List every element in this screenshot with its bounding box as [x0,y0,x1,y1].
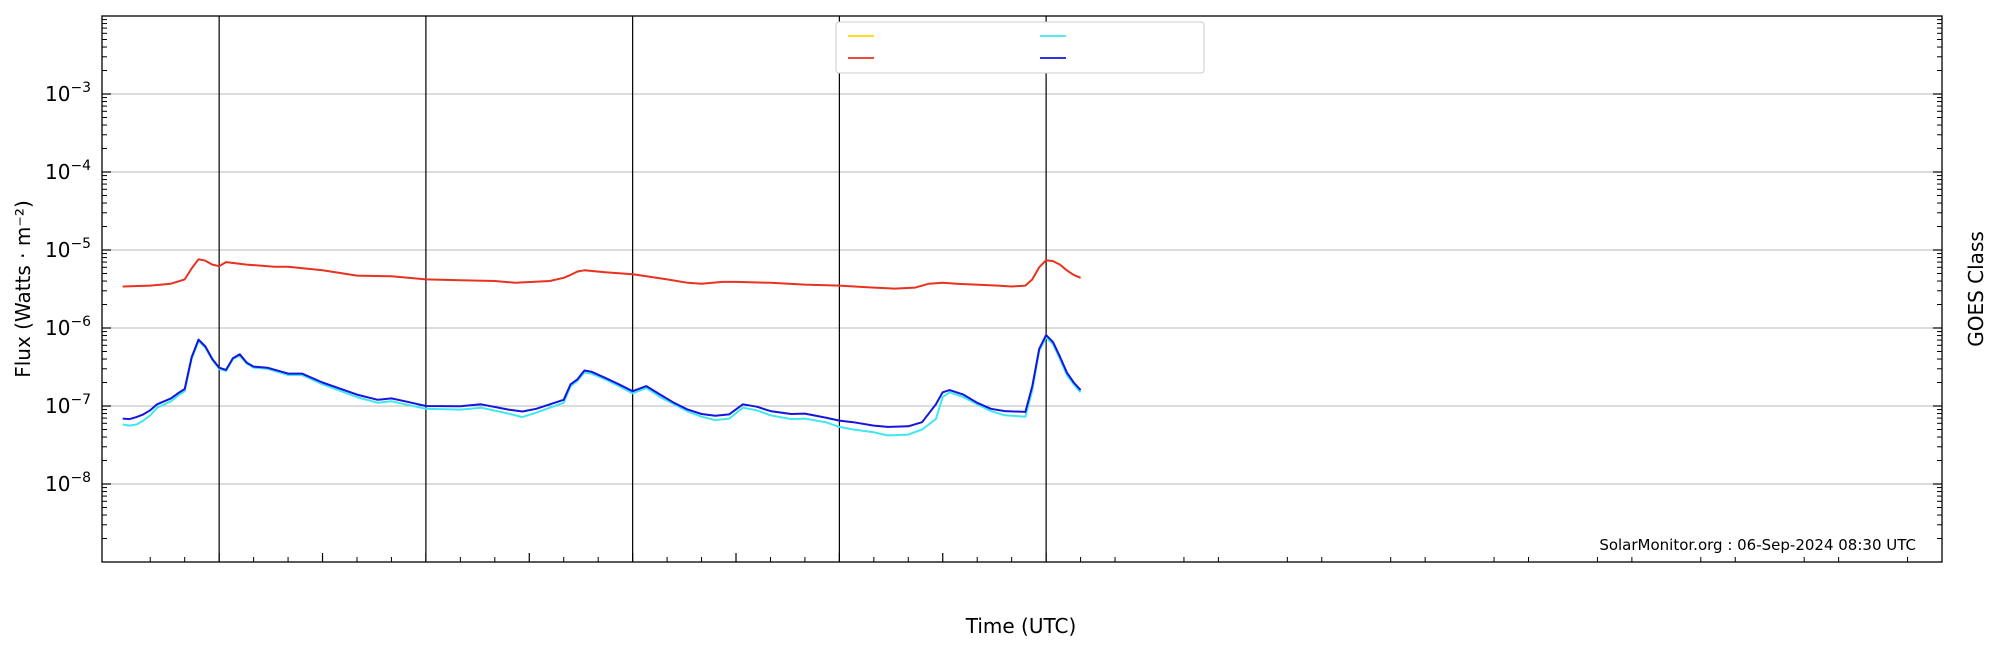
legend [835,21,1205,74]
y-tick-label: 10−4 [45,158,91,184]
y-axis-label: Flux (Watts · m⁻²) [11,200,35,378]
legend-box [835,21,1205,74]
y-tick-base: 10 [45,160,70,184]
x-axis-ticks [149,553,1943,562]
series-line [122,258,1081,290]
y-tick-exponent: −5 [70,236,91,252]
y-tick-exponent: −3 [70,80,91,96]
series-line [122,334,1082,428]
x-axis-label: Time (UTC) [965,614,1077,638]
y2-axis-label: GOES Class [1964,231,1988,347]
y-tick-base: 10 [45,394,70,418]
y-tick-label: 10−5 [45,236,91,262]
y-tick-label: 10−3 [45,80,91,106]
y-tick-base: 10 [45,472,70,496]
y-tick-exponent: −6 [70,314,91,330]
series-line [122,336,1082,437]
grid-lines [102,93,1942,485]
credit-text: SolarMonitor.org : 06-Sep-2024 08:30 UTC [1599,536,1916,554]
y-tick-exponent: −4 [70,158,91,174]
y-tick-exponent: −8 [70,470,91,486]
day-marker-lines [218,16,1047,562]
y-tick-label: 10−6 [45,314,91,340]
plot-area-frame [101,15,1943,563]
y-tick-base: 10 [45,316,70,340]
y-tick-label: 10−8 [45,470,91,496]
y-tick-exponent: −7 [70,392,91,408]
y-tick-base: 10 [45,238,70,262]
y-axis-ticks: 10−810−710−610−510−410−3 [45,19,1942,540]
series-lines [122,258,1082,437]
y-tick-label: 10−7 [45,392,91,418]
y-tick-base: 10 [45,82,70,106]
